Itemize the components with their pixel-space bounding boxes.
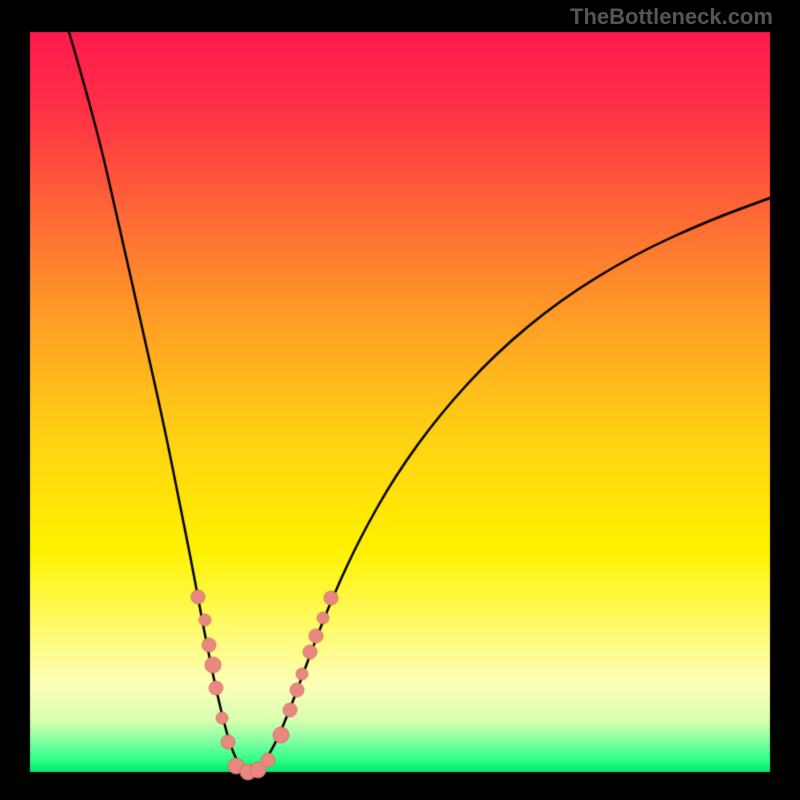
bottleneck-chart: TheBottleneck.com <box>0 0 800 800</box>
curve-overlay-canvas <box>0 0 800 800</box>
watermark-label: TheBottleneck.com <box>570 4 773 30</box>
